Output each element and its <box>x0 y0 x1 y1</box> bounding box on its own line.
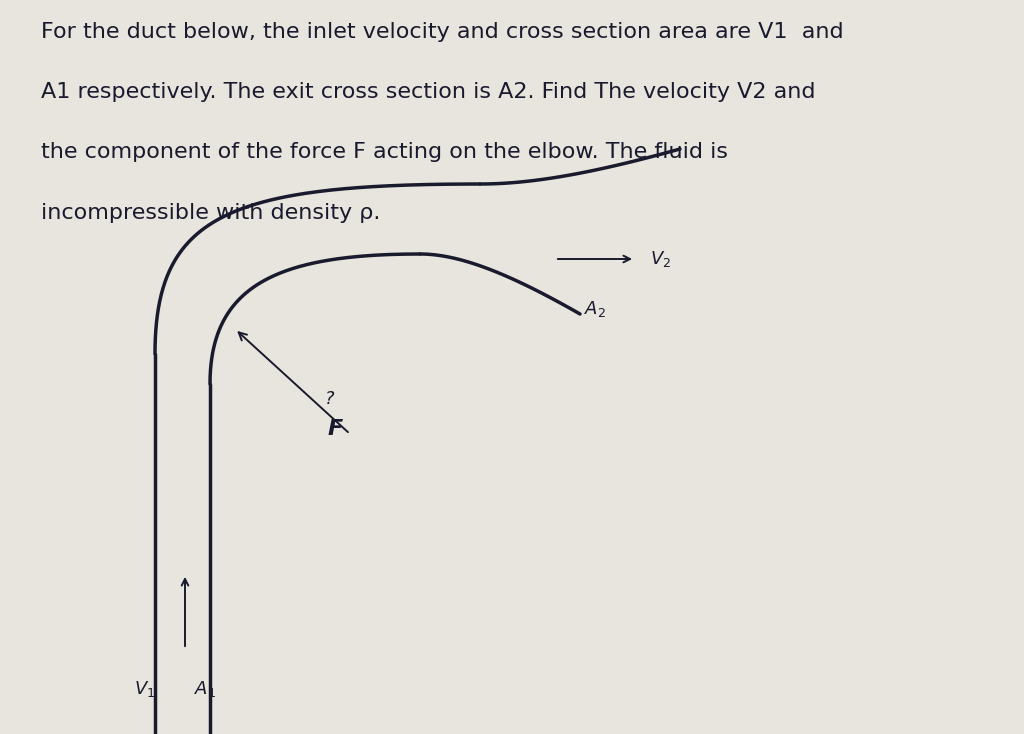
Text: For the duct below, the inlet velocity and cross section area are V1  and: For the duct below, the inlet velocity a… <box>41 22 844 42</box>
Text: F: F <box>328 419 343 439</box>
Text: $A_1$: $A_1$ <box>194 679 216 699</box>
Text: $V_1$: $V_1$ <box>134 679 156 699</box>
Text: ?: ? <box>326 390 335 408</box>
Text: A1 respectively. The exit cross section is A2. Find The velocity V2 and: A1 respectively. The exit cross section … <box>41 82 815 102</box>
Text: $A_2$: $A_2$ <box>584 299 606 319</box>
Text: the component of the force F acting on the elbow. The fluid is: the component of the force F acting on t… <box>41 142 728 162</box>
Text: $V_2$: $V_2$ <box>650 249 671 269</box>
Text: incompressible with density ρ.: incompressible with density ρ. <box>41 203 380 222</box>
